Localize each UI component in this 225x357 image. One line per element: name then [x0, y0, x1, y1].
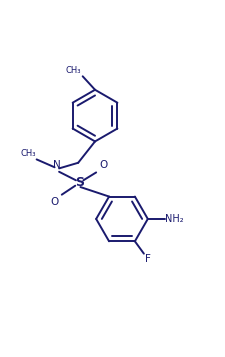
Text: CH₃: CH₃ [65, 66, 81, 75]
Text: CH₃: CH₃ [20, 149, 35, 158]
Text: F: F [144, 254, 150, 264]
Text: O: O [50, 197, 58, 207]
Text: O: O [99, 160, 107, 170]
Text: S: S [74, 176, 83, 190]
Text: N: N [53, 160, 61, 170]
Text: NH₂: NH₂ [165, 214, 183, 224]
